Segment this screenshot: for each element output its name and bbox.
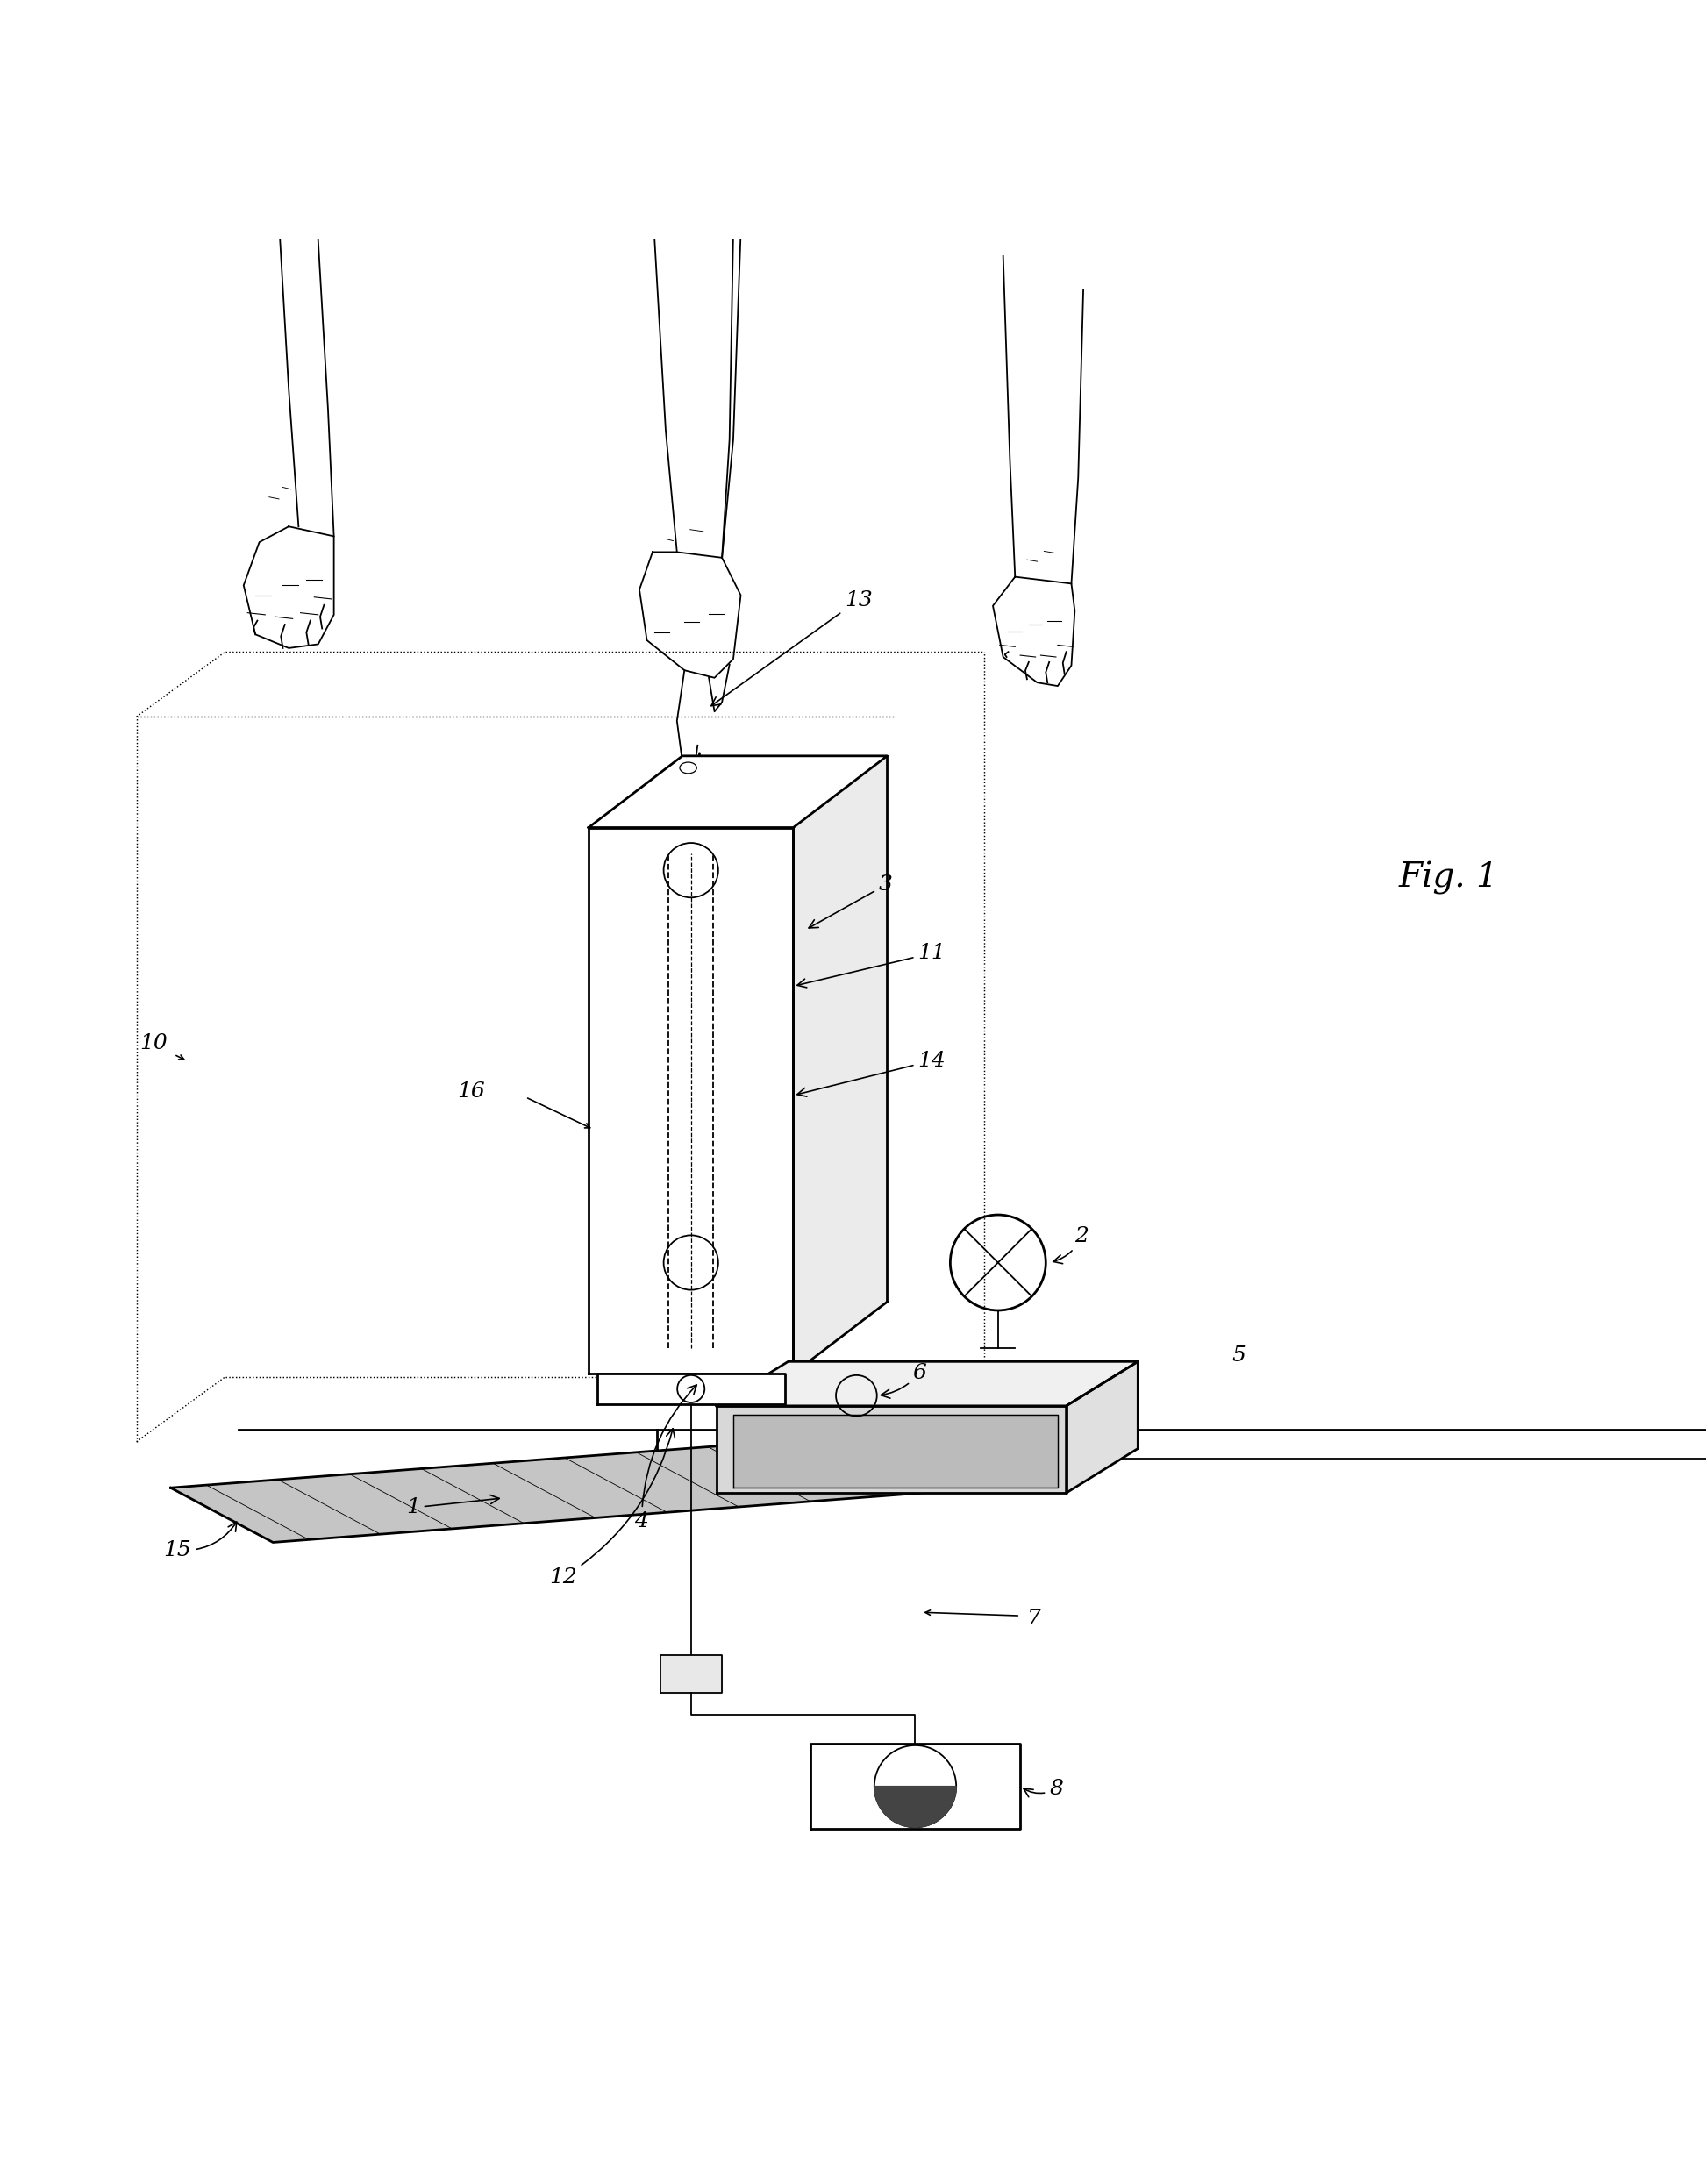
Text: 16: 16: [457, 1081, 485, 1101]
Text: 15: 15: [164, 1522, 237, 1559]
Text: 10: 10: [140, 1033, 167, 1053]
Text: 1: 1: [406, 1496, 500, 1518]
Polygon shape: [657, 1431, 1706, 1459]
Polygon shape: [1066, 1361, 1138, 1494]
Text: 7: 7: [1027, 1607, 1041, 1629]
Polygon shape: [589, 756, 887, 828]
Text: 11: 11: [797, 943, 945, 987]
Wedge shape: [873, 1787, 955, 1828]
Text: 5: 5: [1232, 1345, 1245, 1365]
Polygon shape: [589, 828, 793, 1374]
Polygon shape: [660, 1655, 722, 1693]
Text: 8: 8: [1024, 1780, 1063, 1800]
Polygon shape: [171, 1433, 989, 1542]
Polygon shape: [597, 1374, 785, 1404]
Text: 14: 14: [797, 1051, 945, 1096]
Polygon shape: [717, 1406, 1066, 1494]
Polygon shape: [793, 756, 887, 1374]
Text: 3: 3: [809, 876, 892, 928]
Text: 13: 13: [711, 590, 872, 705]
Text: Fig. 1: Fig. 1: [1399, 860, 1498, 895]
Text: 12: 12: [549, 1428, 676, 1588]
Polygon shape: [810, 1743, 1020, 1828]
Polygon shape: [734, 1415, 1058, 1487]
Text: 4: 4: [635, 1385, 696, 1531]
Polygon shape: [717, 1361, 1138, 1406]
Text: 2: 2: [1053, 1227, 1088, 1265]
Text: 6: 6: [880, 1363, 926, 1398]
